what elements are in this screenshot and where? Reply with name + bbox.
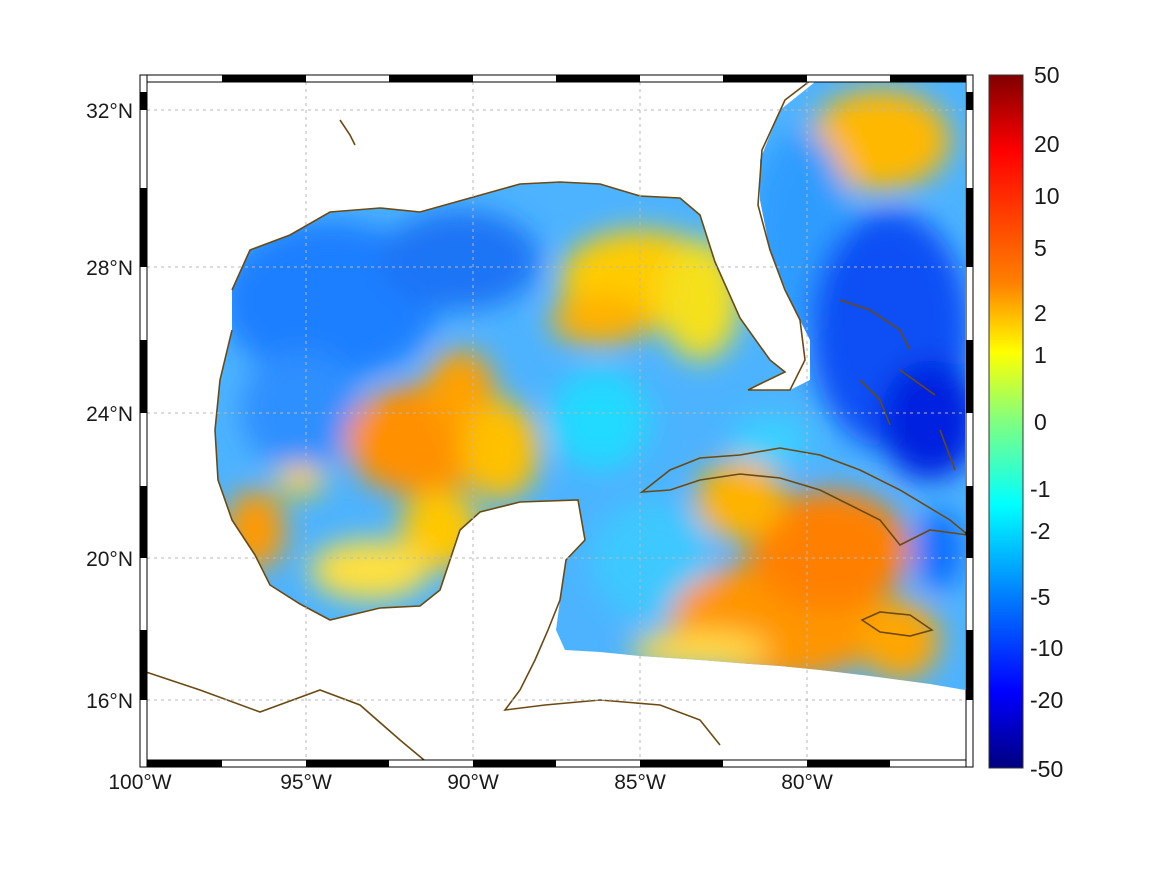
colorbar-label-neg50: -50 (1030, 756, 1063, 782)
colorbar-label-50: 50 (1034, 62, 1060, 88)
colorbar-gradient (988, 74, 1024, 769)
colorbar-label-0: 0 (1034, 409, 1047, 435)
colorbar-label-neg10: -10 (1030, 635, 1063, 661)
lon-label-90w: 90°W (447, 771, 499, 794)
longitude-labels: 100°W 95°W 90°W 85°W 80°W (108, 771, 833, 794)
latitude-labels: 32°N 28°N 24°N 20°N 16°N (86, 100, 133, 713)
map-frame (139, 74, 974, 768)
graticule (147, 82, 965, 760)
lat-label-20n: 20°N (86, 548, 133, 571)
colorbar-label-2: 2 (1034, 300, 1047, 326)
sea-surface-field (215, 82, 965, 690)
coastlines (139, 76, 971, 766)
colorbar-label-10: 10 (1034, 183, 1060, 209)
lat-label-28n: 28°N (86, 257, 133, 280)
lon-label-85w: 85°W (614, 771, 666, 794)
colorbar-label-neg5: -5 (1030, 584, 1050, 610)
colorbar-label-neg20: -20 (1030, 687, 1063, 713)
lon-label-95w: 95°W (280, 771, 332, 794)
colorbar-label-5: 5 (1034, 235, 1047, 261)
lon-label-100w: 100°W (108, 771, 171, 794)
lat-label-32n: 32°N (86, 100, 133, 123)
colorbar-label-neg2: -2 (1030, 518, 1050, 544)
colorbar: 50 20 10 5 2 1 0 -1 -2 -5 -10 -20 -50 (988, 62, 1063, 782)
colorbar-label-1: 1 (1034, 342, 1047, 368)
lat-label-16n: 16°N (86, 690, 133, 713)
colorbar-label-20: 20 (1034, 131, 1060, 157)
colorbar-label-neg1: -1 (1030, 476, 1050, 502)
lon-label-80w: 80°W (781, 771, 833, 794)
lat-label-24n: 24°N (86, 403, 133, 426)
